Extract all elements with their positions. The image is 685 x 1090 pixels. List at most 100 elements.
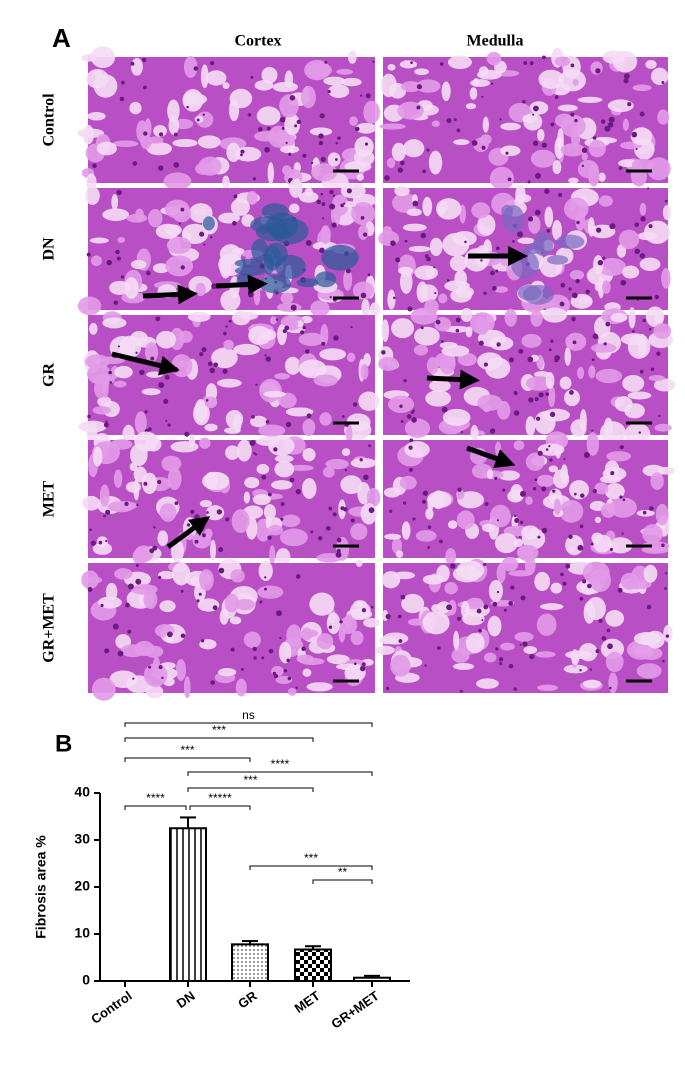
nucleus [280,517,284,521]
lumen [117,236,126,244]
nucleus [491,285,497,291]
nucleus [426,148,430,152]
lumen [545,372,555,389]
nucleus [562,581,567,586]
lumen [346,352,356,363]
lumen [326,654,350,665]
nucleus [135,351,138,354]
nucleus [87,587,93,592]
lumen [89,322,98,335]
lumen [200,64,209,89]
nucleus [404,239,408,243]
nucleus [664,587,667,590]
nucleus [579,524,584,529]
lumen [470,424,479,442]
nucleus [409,468,413,472]
nucleus [532,140,539,146]
nucleus [558,192,563,197]
nucleus [570,63,575,68]
bar [353,976,391,983]
lumen [402,223,427,232]
nucleus [266,126,271,131]
nucleus [296,119,302,125]
nucleus [399,404,403,408]
lumen [564,389,580,407]
lumen [653,312,664,326]
lumen [157,530,169,547]
nucleus [206,511,209,514]
nucleus [280,502,285,506]
nucleus [136,503,139,507]
nucleus [520,595,526,601]
lumen [301,85,316,109]
lumen [380,73,397,98]
significance-label: *** [243,773,257,787]
lumen [422,611,450,635]
lumen [488,579,504,602]
lumen [631,158,655,171]
nucleus [563,457,566,461]
nucleus [119,96,125,102]
arrow [166,516,211,550]
lumen [278,392,297,409]
nucleus [120,275,125,279]
nucleus [130,61,135,66]
nucleus [223,331,227,336]
lumen [444,280,470,292]
lumen [218,212,240,224]
nucleus [410,410,414,414]
nucleus [393,296,396,300]
lumen [319,412,332,426]
nucleus [310,530,314,534]
lumen [225,409,244,429]
nucleus [498,657,504,662]
nucleus [89,528,92,532]
lumen [560,143,585,157]
nucleus [446,604,453,611]
lumen [323,76,346,86]
fibrosis [202,216,215,231]
nucleus [194,539,199,544]
nucleus [301,646,306,652]
lumen [313,374,338,387]
nucleus [658,414,661,418]
lumen [594,482,609,495]
nucleus [120,80,125,85]
lumen [360,503,377,525]
lumen [439,353,456,375]
lumen [167,99,180,123]
y-tick-label: 40 [74,784,90,800]
lumen [592,255,604,275]
nucleus [105,420,108,423]
lumen [436,564,450,583]
nucleus [601,636,607,641]
lumen [577,96,603,103]
nucleus [319,113,325,119]
nucleus [173,162,180,168]
nucleus [424,664,427,667]
lumen [607,99,634,113]
lumen [600,503,616,518]
nucleus [648,224,653,229]
nucleus [397,614,402,619]
nucleus [478,628,482,633]
lumen [246,190,258,205]
fibrosis [234,265,267,276]
lumen [494,286,509,293]
lumen [252,494,271,506]
lumen [276,302,302,312]
lumen [350,630,364,646]
lumen [395,550,404,559]
lumen [125,481,141,493]
nucleus [607,122,614,128]
lumen [453,662,475,670]
lumen [577,366,585,379]
nucleus [619,445,624,450]
nucleus [494,476,498,480]
nucleus [519,643,522,646]
lumen [87,111,106,121]
nucleus [481,619,484,622]
nucleus [398,639,403,643]
nucleus [283,668,288,673]
nucleus [295,686,298,690]
